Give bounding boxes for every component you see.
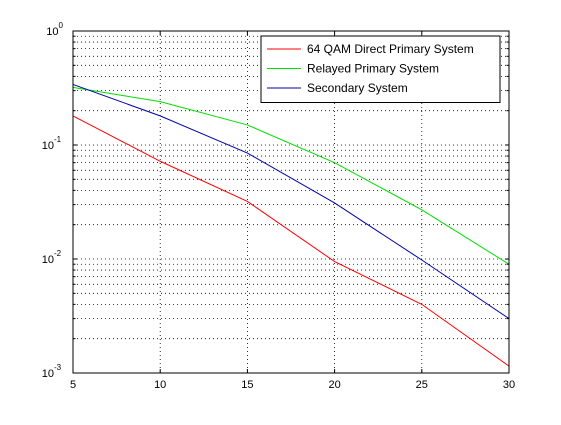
y-tick-label-base: 10 (46, 26, 58, 38)
x-tick-label: 15 (241, 379, 253, 391)
axis-ticks (72, 31, 510, 373)
plot-frame (72, 30, 510, 374)
x-tick-label: 25 (416, 379, 428, 391)
legend-entry-label: Secondary System (307, 81, 408, 95)
legend-box (260, 35, 501, 103)
x-tick-label: 20 (328, 379, 340, 391)
y-tick-label-exponent: 0 (59, 21, 64, 30)
y-tick-label-base: 10 (42, 140, 54, 152)
y-tick-label-base: 10 (42, 254, 54, 266)
legend-entry-label: Relayed Primary System (307, 62, 439, 76)
y-tick-label: 10 (42, 254, 54, 266)
y-tick-label: 10 (42, 140, 54, 152)
legend: 64 QAM Direct Primary System Relayed Prim… (260, 35, 501, 103)
x-tick-label: 5 (70, 379, 76, 391)
series-lines (72, 83, 510, 367)
x-tick-label: 30 (503, 379, 515, 391)
y-tick-label-exponent: -2 (54, 249, 62, 258)
y-tick-label-base: 10 (42, 368, 54, 380)
x-tick-label: 10 (154, 379, 166, 391)
series-line-secondary-system (72, 83, 510, 320)
series-line-relayed-primary-system (72, 86, 510, 265)
y-tick-label: 10 (46, 26, 58, 38)
y-tick-label-exponent: -3 (54, 363, 62, 372)
y-tick-label: 10 (42, 368, 54, 380)
series-line-64-qam-direct-primary-system (72, 115, 510, 367)
legend-entry-label: 64 QAM Direct Primary System (307, 42, 474, 56)
y-tick-label-exponent: -1 (54, 135, 62, 144)
